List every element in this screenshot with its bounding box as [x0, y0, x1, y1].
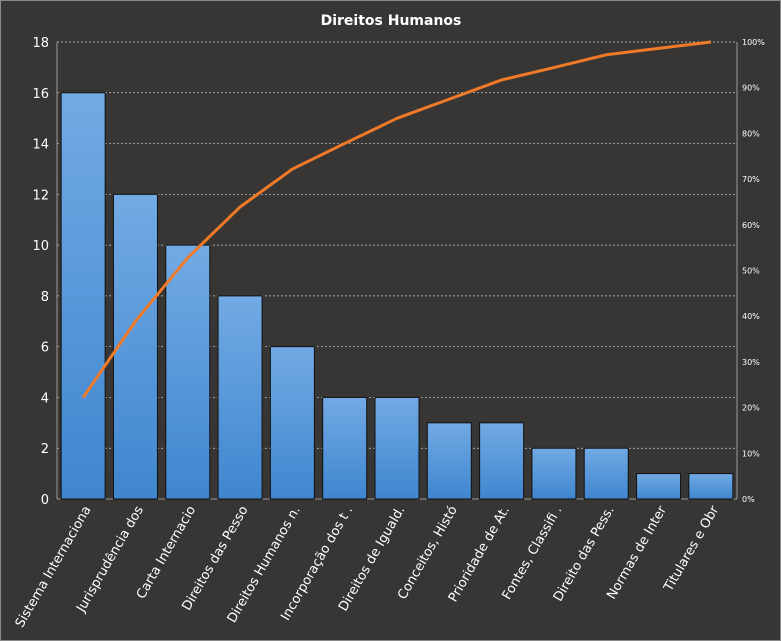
- y2-tick-label: 20%: [742, 404, 760, 413]
- bar: [112, 193, 158, 500]
- y2-tick-label: 90%: [742, 84, 760, 93]
- bar: [583, 447, 629, 500]
- y2-tick-label: 10%: [742, 449, 760, 458]
- bar: [217, 295, 263, 500]
- y-tick-label: 16: [32, 87, 49, 102]
- y-tick-label: 18: [32, 36, 49, 51]
- bar: [60, 92, 106, 500]
- bar: [531, 447, 577, 500]
- cumulative-line: [81, 40, 712, 399]
- bar: [636, 473, 682, 500]
- y2-tick-label: 0%: [742, 495, 755, 504]
- y2-tick-label: 80%: [742, 129, 760, 138]
- bar: [426, 422, 472, 500]
- bar: [322, 396, 368, 500]
- y-tick-label: 8: [41, 290, 49, 305]
- bar: [688, 473, 734, 500]
- y2-tick-label: 70%: [742, 175, 760, 184]
- x-tick-label: Titulares e Obr: [661, 503, 723, 595]
- y-tick-label: 14: [32, 138, 49, 153]
- y-tick-label: 10: [32, 239, 49, 254]
- y-tick-label: 4: [41, 391, 49, 406]
- bar: [269, 346, 315, 500]
- y2-tick-label: 60%: [742, 221, 760, 230]
- y2-tick-label: 50%: [742, 267, 760, 276]
- y2-tick-label: 30%: [742, 358, 760, 367]
- y-tick-label: 0: [41, 493, 49, 508]
- y2-tick-label: 100%: [742, 38, 765, 47]
- bar: [165, 244, 211, 500]
- bar: [374, 396, 420, 500]
- chart-title: Direitos Humanos: [321, 13, 462, 29]
- y-tick-label: 2: [41, 442, 49, 457]
- y2-tick-label: 40%: [742, 312, 760, 321]
- y-tick-label: 12: [32, 188, 49, 203]
- bar: [479, 422, 525, 500]
- y-tick-label: 6: [41, 341, 49, 356]
